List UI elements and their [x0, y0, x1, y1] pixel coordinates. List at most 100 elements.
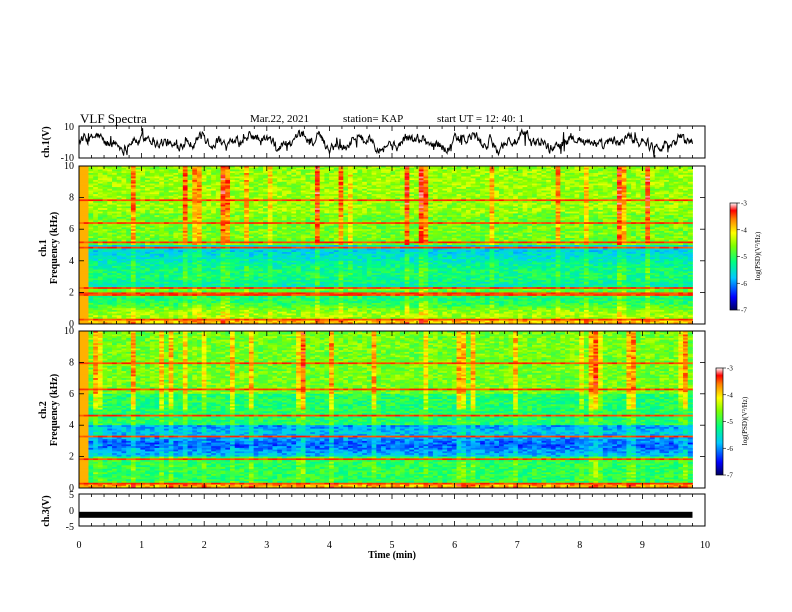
spectrogram-cell [522, 183, 528, 186]
spectrogram-cell [673, 192, 679, 195]
spectrogram-cell [333, 199, 339, 202]
spectrogram-cell [107, 180, 113, 183]
spectrogram-cell [503, 174, 509, 177]
spectrogram-cell [683, 197, 689, 200]
spectrogram-cell [664, 166, 670, 169]
spectrogram-cell [239, 199, 245, 202]
spectrogram-cell [338, 171, 344, 174]
spectrogram-cell [187, 190, 193, 193]
spectrogram-cell [163, 204, 170, 207]
spectrogram-cell [579, 185, 585, 188]
spectrogram-cell [296, 178, 302, 181]
spectrogram-cell [456, 195, 462, 198]
spectrogram-cell [532, 174, 538, 177]
spectrogram-cell [253, 174, 259, 177]
spectrogram-cell [470, 187, 476, 190]
spectrogram-cell [211, 176, 217, 179]
spectrogram-cell [404, 169, 410, 172]
spectrogram-cell [234, 183, 240, 186]
spectrogram-cell [569, 171, 575, 174]
spectrogram-cell [532, 166, 538, 169]
spectrogram-cell [281, 178, 288, 181]
spectrogram-cell [329, 166, 335, 169]
spectrogram-cell [215, 202, 221, 206]
spectrogram-cell [607, 171, 613, 174]
spectrogram-cell [93, 171, 99, 174]
spectrogram-cell [366, 166, 372, 169]
spectrogram-cell [418, 197, 424, 200]
spectrogram-cell [650, 178, 656, 181]
spectrogram-cell [352, 169, 358, 172]
spectrogram-cell [239, 181, 245, 184]
spectrogram-cell [687, 176, 693, 179]
spectrogram-cell [286, 183, 292, 186]
spectrogram-cell [314, 197, 321, 200]
spectrogram-cell [300, 185, 306, 188]
spectrogram-cell [621, 185, 627, 188]
spectrogram-cell [668, 199, 674, 202]
spectrogram-cell [461, 194, 467, 197]
spectrogram-cell [116, 188, 122, 191]
spectrogram-cell [635, 185, 641, 188]
spectrogram-cell [527, 194, 533, 197]
spectrogram-cell [314, 180, 321, 183]
spectrogram-cell [461, 188, 467, 191]
spectrogram-cell [258, 194, 264, 197]
spectrogram-cell [414, 180, 420, 183]
spectrogram-cell [343, 169, 349, 172]
spectrogram-cell [687, 180, 693, 183]
spectrogram-cell [404, 190, 410, 193]
spectrogram-cell [230, 173, 236, 176]
spectrogram-cell [281, 173, 288, 176]
spectrogram-cell [612, 190, 618, 193]
spectrogram-cell [588, 173, 594, 176]
spectrogram-cell [668, 167, 674, 170]
spectrogram-cell [149, 197, 155, 200]
spectrogram-cell [79, 197, 85, 200]
spectrogram-cell [583, 178, 590, 181]
spectrogram-cell [499, 190, 505, 193]
spectrogram-cell [385, 169, 391, 172]
spectrogram-cell [253, 183, 259, 186]
spectrogram-cell [206, 199, 212, 202]
spectrogram-cell [517, 202, 523, 206]
spectrogram-cell [550, 194, 557, 197]
spectrogram-cell [234, 181, 240, 184]
spectrogram-cell [253, 199, 259, 202]
spectrogram-cell [324, 178, 330, 181]
spectrogram-cell [333, 169, 339, 172]
spectrogram-cell [263, 202, 269, 206]
spectrogram-cell [593, 181, 599, 184]
spectrogram-cell [447, 180, 453, 183]
spectrogram-cell [489, 171, 495, 174]
spectrogram-cell [178, 180, 184, 183]
spectrogram-cell [97, 192, 103, 195]
spectrogram-cell [390, 171, 396, 174]
spectrogram-cell [168, 167, 174, 170]
spectrogram-cell [102, 197, 108, 200]
spectrogram-cell [536, 167, 542, 170]
spectrogram-cell [126, 199, 132, 202]
spectrogram-cell [598, 194, 604, 197]
spectrogram-cell [602, 167, 608, 170]
spectrogram-cell [418, 180, 424, 183]
spectrogram-cell [244, 204, 250, 207]
spectrogram-cell [272, 188, 278, 191]
spectrogram-cell [631, 201, 637, 204]
spectrogram-cell [215, 183, 221, 186]
spectrogram-cell [324, 181, 330, 184]
spectrogram-cell [159, 201, 165, 204]
spectrogram-cell [258, 173, 264, 176]
spectrogram-cell [602, 190, 608, 193]
spectrogram-cell [291, 190, 297, 193]
spectrogram-cell [263, 197, 269, 200]
spectrogram-cell [357, 201, 363, 204]
spectrogram-cell [602, 188, 608, 191]
spectrogram-cell [234, 195, 240, 198]
spectrogram-cell [376, 173, 382, 176]
spectrogram-cell [437, 187, 443, 190]
spectrogram-cell [319, 171, 325, 174]
spectrogram-cell [215, 190, 221, 193]
spectrogram-cell [357, 167, 363, 170]
spectrogram-cell [442, 176, 448, 179]
